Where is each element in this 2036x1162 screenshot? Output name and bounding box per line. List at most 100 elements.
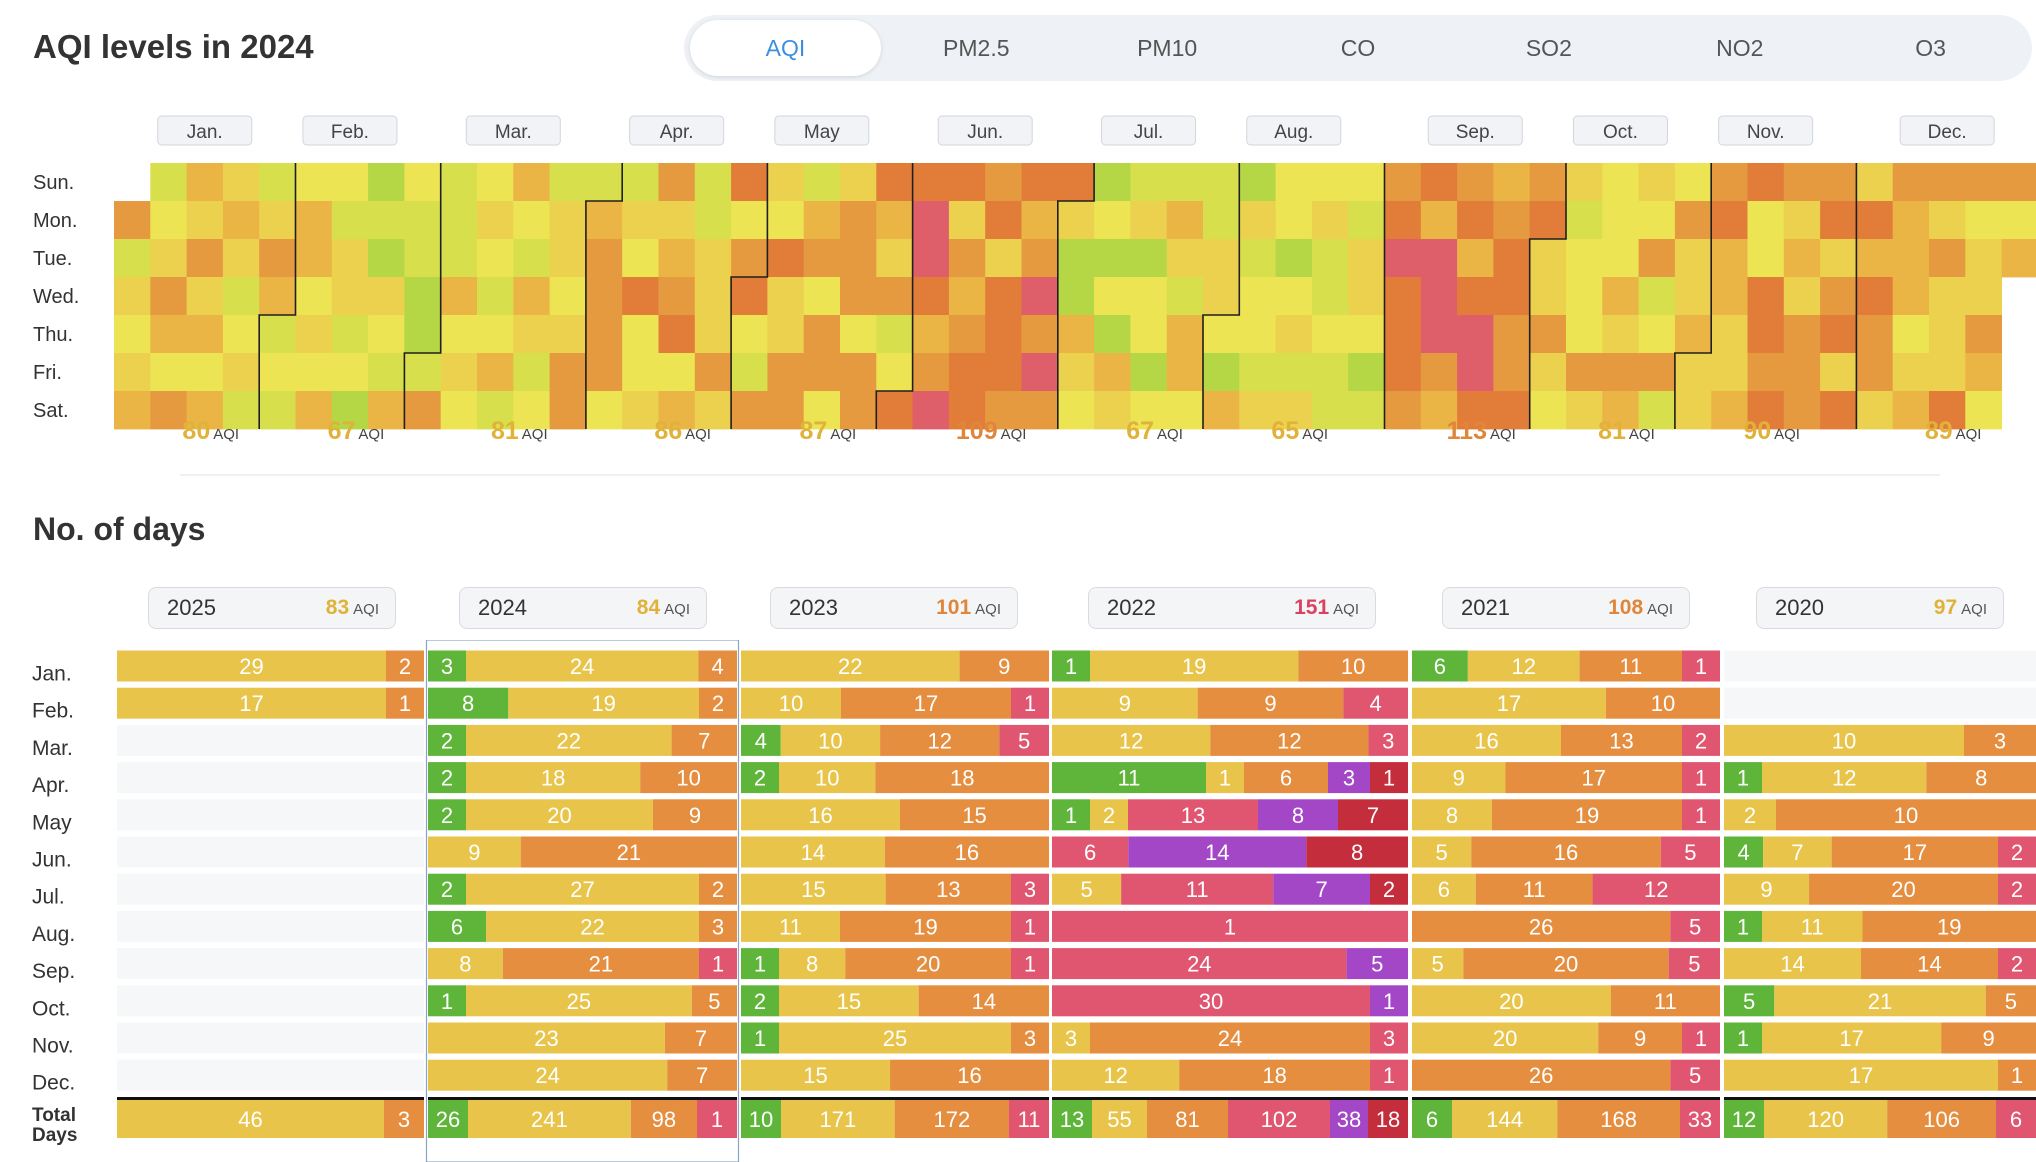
calendar-day-cell[interactable] <box>1856 391 1894 430</box>
calendar-day-cell[interactable] <box>331 277 369 316</box>
day-segment-unhealthy[interactable] <box>1682 724 1720 756</box>
calendar-day-cell[interactable] <box>1021 277 1059 316</box>
calendar-day-cell[interactable] <box>150 163 187 202</box>
calendar-day-cell[interactable] <box>368 201 405 240</box>
tab-co[interactable]: CO <box>1340 34 1376 61</box>
day-segment-usg[interactable] <box>1941 1022 2036 1054</box>
calendar-day-cell[interactable] <box>1493 163 1531 202</box>
tab-aqi[interactable]: AQI <box>690 20 881 76</box>
calendar-day-cell[interactable] <box>622 277 659 316</box>
calendar-day-cell[interactable] <box>404 315 442 354</box>
calendar-day-cell[interactable] <box>440 163 478 202</box>
calendar-day-cell[interactable] <box>658 315 696 354</box>
day-segment-good[interactable] <box>428 799 466 831</box>
calendar-day-cell[interactable] <box>513 277 550 316</box>
calendar-day-cell[interactable] <box>1384 163 1422 202</box>
calendar-day-cell[interactable] <box>513 239 550 278</box>
calendar-day-cell[interactable] <box>1130 391 1168 430</box>
day-segment-unhealthy[interactable] <box>1668 948 1720 980</box>
calendar-day-cell[interactable] <box>1965 277 2002 316</box>
day-segment-good[interactable] <box>1724 1100 1764 1138</box>
calendar-day-cell[interactable] <box>1203 353 1240 392</box>
calendar-day-cell[interactable] <box>1529 239 1567 278</box>
calendar-day-cell[interactable] <box>331 391 369 430</box>
day-segment-very-unhealthy[interactable] <box>1258 799 1338 831</box>
day-segment-good[interactable] <box>428 910 487 942</box>
day-segment-usg[interactable] <box>699 687 737 719</box>
calendar-day-cell[interactable] <box>1348 277 1385 316</box>
calendar-day-cell[interactable] <box>1094 163 1131 202</box>
calendar-day-cell[interactable] <box>1094 391 1131 430</box>
day-segment-unhealthy[interactable] <box>1011 873 1049 905</box>
calendar-day-cell[interactable] <box>186 163 224 202</box>
day-segment-usg[interactable] <box>520 836 737 868</box>
calendar-day-cell[interactable] <box>404 163 442 202</box>
calendar-day-cell[interactable] <box>295 277 333 316</box>
calendar-day-cell[interactable] <box>767 315 805 354</box>
day-segment-moderate[interactable] <box>1206 762 1244 794</box>
calendar-day-cell[interactable] <box>840 391 877 430</box>
day-segment-usg[interactable] <box>1090 1022 1370 1054</box>
calendar-day-cell[interactable] <box>440 239 478 278</box>
calendar-day-cell[interactable] <box>1602 277 1639 316</box>
calendar-day-cell[interactable] <box>1348 353 1385 392</box>
calendar-day-cell[interactable] <box>404 201 442 240</box>
calendar-day-cell[interactable] <box>331 239 369 278</box>
calendar-day-cell[interactable] <box>1529 163 1567 202</box>
calendar-day-cell[interactable] <box>368 277 405 316</box>
calendar-day-cell[interactable] <box>840 353 877 392</box>
day-segment-unhealthy[interactable] <box>1998 948 2036 980</box>
calendar-day-cell[interactable] <box>876 201 913 240</box>
calendar-day-cell[interactable] <box>876 239 913 278</box>
day-segment-very-unhealthy[interactable] <box>1128 836 1307 868</box>
day-segment-very-unhealthy[interactable] <box>1273 873 1370 905</box>
calendar-day-cell[interactable] <box>912 277 950 316</box>
day-segment-usg[interactable] <box>1492 799 1682 831</box>
calendar-day-cell[interactable] <box>1929 353 1966 392</box>
day-segment-good[interactable] <box>1412 650 1468 682</box>
calendar-day-cell[interactable] <box>1856 315 1894 354</box>
day-segment-moderate[interactable] <box>780 724 881 756</box>
calendar-day-cell[interactable] <box>1203 391 1240 430</box>
calendar-day-cell[interactable] <box>331 353 369 392</box>
calendar-day-cell[interactable] <box>1275 163 1313 202</box>
calendar-day-cell[interactable] <box>1529 353 1567 392</box>
calendar-day-cell[interactable] <box>767 239 805 278</box>
day-segment-moderate[interactable] <box>779 985 919 1017</box>
calendar-day-cell[interactable] <box>1674 353 1712 392</box>
calendar-day-cell[interactable] <box>585 163 623 202</box>
day-segment-good[interactable] <box>428 724 466 756</box>
day-segment-moderate[interactable] <box>1092 1100 1147 1138</box>
calendar-day-cell[interactable] <box>440 353 478 392</box>
calendar-day-cell[interactable] <box>186 391 224 430</box>
calendar-day-cell[interactable] <box>1566 201 1603 240</box>
day-segment-good[interactable] <box>428 762 466 794</box>
calendar-day-cell[interactable] <box>1892 239 1930 278</box>
calendar-day-cell[interactable] <box>658 391 696 430</box>
calendar-day-cell[interactable] <box>1965 239 2002 278</box>
calendar-day-cell[interactable] <box>222 391 260 430</box>
calendar-day-cell[interactable] <box>1457 201 1494 240</box>
calendar-day-cell[interactable] <box>1493 315 1531 354</box>
calendar-day-cell[interactable] <box>1602 201 1639 240</box>
calendar-day-cell[interactable] <box>1783 353 1821 392</box>
day-segment-good[interactable] <box>1052 762 1206 794</box>
calendar-day-cell[interactable] <box>295 163 333 202</box>
calendar-day-cell[interactable] <box>876 315 913 354</box>
day-segment-usg[interactable] <box>1505 762 1682 794</box>
calendar-day-cell[interactable] <box>1384 239 1422 278</box>
calendar-day-cell[interactable] <box>1856 277 1894 316</box>
day-segment-moderate[interactable] <box>486 910 699 942</box>
calendar-day-cell[interactable] <box>1239 201 1276 240</box>
calendar-day-cell[interactable] <box>803 277 841 316</box>
day-segment-unhealthy[interactable] <box>1011 687 1049 719</box>
calendar-day-cell[interactable] <box>368 315 405 354</box>
year-card-2024[interactable]: 2024 84 AQI <box>459 587 707 629</box>
calendar-day-cell[interactable] <box>1493 239 1531 278</box>
calendar-day-cell[interactable] <box>1057 391 1095 430</box>
calendar-day-cell[interactable] <box>259 163 296 202</box>
calendar-day-cell[interactable] <box>549 239 587 278</box>
calendar-day-cell[interactable] <box>1311 391 1349 430</box>
calendar-day-cell[interactable] <box>1057 163 1095 202</box>
day-segment-usg[interactable] <box>1244 762 1328 794</box>
